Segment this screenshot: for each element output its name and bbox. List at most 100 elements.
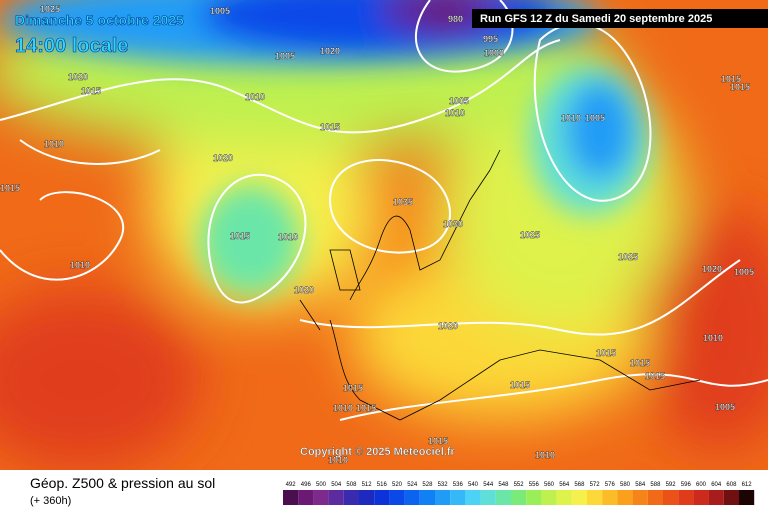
scale-label: 532 [438,482,449,488]
scale-label: 512 [362,482,373,488]
scale-swatch [526,490,542,505]
isobar-label: 1010 [445,108,465,118]
footer-title: Géop. Z500 & pression au sol [30,475,215,491]
scale-swatch [435,490,451,505]
scale-label: 540 [468,482,479,488]
isobar-label: 1010 [333,403,353,413]
isobar-label: 1025 [520,230,540,240]
scale-swatch [541,490,557,505]
scale-label: 492 [286,482,297,488]
isobar-label: 1015 [510,380,530,390]
isobar-label: 1025 [40,4,60,14]
isobar-label: 1015 [81,86,101,96]
scale-swatch [283,490,299,505]
scale-swatch [693,490,709,505]
scale-label: 572 [590,482,601,488]
scale-label: 536 [453,482,464,488]
field [0,0,768,470]
isobar-label: 1005 [449,96,469,106]
scale-swatch [678,490,694,505]
isobar-label: 1015 [630,358,650,368]
scale-swatch [723,490,739,505]
scale-swatch [495,490,511,505]
date-label: Dimanche 5 octobre 2025 [15,12,184,28]
isobar-label: 1010 [561,113,581,123]
scale-swatch [374,490,390,505]
scale-label: 612 [742,482,753,488]
scale-label: 592 [666,482,677,488]
isobar-label: 1000 [484,48,504,58]
scale-label: 528 [422,482,433,488]
scale-label: 588 [650,482,661,488]
scale-swatch [571,490,587,505]
isobar-label: 1010 [328,455,348,465]
isobar-label: 1005 [734,267,754,277]
isobar-label: 1015 [343,383,363,393]
scale-swatch [647,490,663,505]
isobar-label: 1015 [320,122,340,132]
isobar-label: 1005 [275,51,295,61]
scale-swatch [419,490,435,505]
isobar-label: 1020 [320,46,340,56]
isobar-label: 1005 [585,113,605,123]
scale-swatch [404,490,420,505]
isobar-label: 1020 [213,153,233,163]
scale-swatch [328,490,344,505]
scale-label: 548 [498,482,509,488]
scale-swatch [708,490,724,505]
isobar-label: 1020 [68,72,88,82]
scale-label: 608 [726,482,737,488]
isobar-label: 1020 [702,264,722,274]
scale-swatch [313,490,329,505]
scale-swatch [511,490,527,505]
scale-label: 560 [544,482,555,488]
isobar-label: 1035 [393,197,413,207]
isobar-label: 1010 [70,260,90,270]
scale-label: 604 [711,482,722,488]
isobar-label: 1010 [44,139,64,149]
scale-label: 580 [620,482,631,488]
scale-label: 520 [392,482,403,488]
scale-swatch [556,490,572,505]
scale-label: 596 [681,482,692,488]
isobar-label: 1010 [535,450,555,460]
scale-swatch [739,490,755,505]
time-label: 14:00 locale [15,35,128,57]
scale-swatch [480,490,496,505]
scale-label: 504 [331,482,342,488]
isobar-label: 1015 [645,371,665,381]
scale-label: 556 [529,482,540,488]
scale-label: 508 [346,482,357,488]
scale-swatch [343,490,359,505]
scale-swatch [389,490,405,505]
isobar-label: 1020 [294,285,314,295]
isobar-label: 1015 [356,403,376,413]
scale-swatch [465,490,481,505]
isobar-label: 1015 [0,183,20,193]
scale-swatch [450,490,466,505]
isobar-label: 1005 [210,6,230,16]
run-label: Run GFS 12 Z du Samedi 20 septembre 2025 [480,13,712,25]
isobar-label: 1020 [438,321,458,331]
copyright: Copyright © 2025 Meteociel.fr [300,446,456,458]
scale-swatch [617,490,633,505]
isobar-label: 995 [483,34,498,44]
scale-swatch [663,490,679,505]
scale-swatch [602,490,618,505]
isobar-label: 1015 [721,74,741,84]
isobar-label: 1010 [278,232,298,242]
scale-label: 552 [514,482,525,488]
footer-lead: (+ 360h) [30,495,71,507]
scale-label: 576 [605,482,616,488]
scale-swatch [587,490,603,505]
scale-label: 564 [559,482,570,488]
isobar-label: 1015 [730,82,750,92]
isobar-label: 980 [448,14,463,24]
isobar-lines [0,0,768,421]
isobar-label: 1010 [245,92,265,102]
coastlines [299,149,701,421]
isobar-label: 1030 [443,219,463,229]
scale-label: 524 [407,482,418,488]
